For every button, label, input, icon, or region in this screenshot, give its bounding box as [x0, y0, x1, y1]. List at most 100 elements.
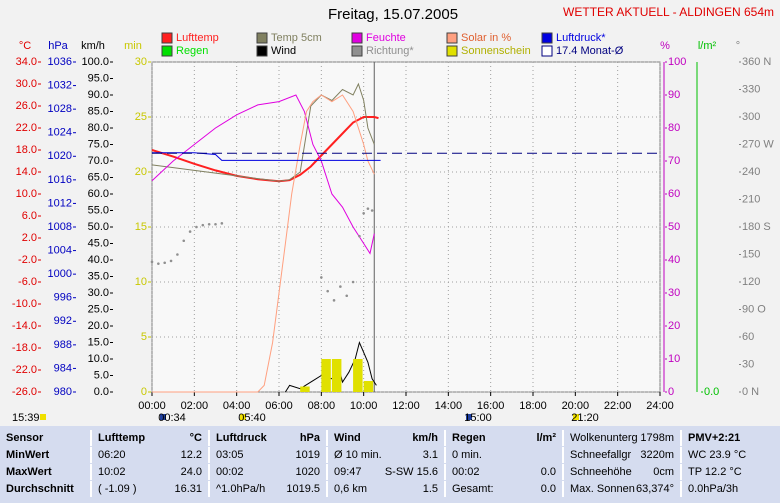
cell-text: 0.0: [540, 466, 556, 478]
cell-text: MinWert: [6, 449, 50, 461]
y-tick-label: 984: [54, 362, 72, 374]
x-tick-label: 22:00: [604, 400, 632, 412]
cell-text: 06:20: [98, 449, 126, 461]
cell-text: TP 12.2 °C: [688, 466, 742, 478]
cell-text: Lufttemp: [98, 432, 146, 444]
legend-swatch: [446, 32, 458, 44]
y-tick-label: 30: [742, 358, 754, 370]
cell-text: 00:02: [452, 466, 480, 478]
x-tick-label: 20:00: [562, 400, 590, 412]
event-icon: [160, 414, 166, 420]
direction-dot: [150, 260, 154, 264]
y-tick-label: 1036: [48, 56, 72, 68]
summary-table: Sensor Lufttemp °C Luftdruck hPa Wind km/h Rege…: [0, 426, 780, 503]
legend-swatch: [541, 45, 553, 57]
direction-dot: [332, 299, 336, 302]
cell-text: 1.5: [422, 483, 438, 495]
y-tick-label: 2.0: [22, 232, 37, 244]
cell-text: 0 min.: [452, 449, 482, 461]
cell-text: Max. Sonnen: [570, 483, 635, 495]
y-tick-label: 10.0: [88, 353, 109, 365]
cell-text: 1019: [295, 449, 320, 461]
legend-label: Luftdruck*: [556, 32, 606, 44]
y-tick-label: 25: [135, 111, 147, 123]
legend-label: Sonnenschein: [461, 45, 531, 57]
direction-dot: [320, 276, 323, 279]
y-tick-label: 1024: [48, 127, 72, 139]
cell-text: Sensor: [6, 432, 44, 444]
table-cell: 00:02 0.0: [444, 464, 562, 480]
y-tick-label: 120: [742, 276, 760, 288]
table-cell: Gesamt: 0.0: [444, 481, 562, 497]
direction-dot: [366, 207, 370, 210]
y-tick-label: 996: [54, 292, 72, 304]
y-tick-label: 80: [668, 122, 680, 134]
y-tick-label: 15: [135, 221, 147, 233]
cell-text: 09:47: [334, 466, 362, 478]
cell-text: WC 23.9 °C: [688, 449, 747, 461]
y-tick-label: 1016: [48, 174, 72, 186]
y-tick-label: 0.0: [94, 386, 109, 398]
cell-text: 0,6 km: [334, 483, 368, 495]
sunshine-bar: [321, 359, 331, 392]
sunshine-bar: [353, 359, 363, 392]
event-label: 00:34: [158, 412, 186, 424]
legend-label: Wind: [271, 45, 296, 57]
y-tick-label: 1004: [48, 244, 72, 256]
y-tick-label: 60: [742, 331, 754, 343]
table-cell: Regen l/m²: [444, 430, 562, 446]
table-cell: 00:02 1020: [208, 464, 326, 480]
cell-text: °C: [189, 432, 202, 444]
legend-label: Richtung*: [366, 45, 414, 57]
cell-text: Gesamt:: [452, 483, 494, 495]
sunshine-bar: [363, 381, 374, 392]
y-tick-label: 240: [742, 166, 760, 178]
chart-title: Freitag, 15.07.2005: [328, 6, 458, 23]
direction-dot: [182, 239, 186, 243]
table-cell: Sensor: [0, 430, 90, 446]
y-tick-label: 22.0: [16, 122, 37, 134]
y-tick-label: 10: [668, 353, 680, 365]
y-tick-label: 40: [668, 254, 680, 266]
cell-text: Durchschnitt: [6, 483, 74, 495]
cell-text: 0.0: [540, 483, 556, 495]
y-tick-label: 80.0: [88, 122, 109, 134]
cell-text: 0.0hPa/3h: [688, 483, 739, 495]
y-tick-label: 35.0: [88, 270, 109, 282]
x-tick-label: 00:00: [138, 400, 166, 412]
y-tick-label: -18.0: [12, 342, 37, 354]
y-tick-label: 1028: [48, 103, 72, 115]
axis-label: hPa: [48, 40, 68, 52]
direction-dot: [345, 294, 349, 298]
y-tick-label: 30: [668, 287, 680, 299]
y-tick-label: 100.0: [81, 56, 109, 68]
cell-text: PMV+2:21: [688, 432, 741, 444]
cell-text: 12.2: [180, 449, 202, 461]
x-tick-label: 14:00: [435, 400, 463, 412]
legend-label: Lufttemp: [176, 32, 219, 44]
table-cell: ( -1.09 ) 16.31: [90, 481, 208, 497]
event-label: 05:40: [238, 412, 266, 424]
y-tick-label: 1032: [48, 79, 72, 91]
y-tick-label: 15.0: [88, 336, 109, 348]
y-tick-label: 6.0: [22, 210, 37, 222]
cell-text: Schneehöhe: [570, 466, 632, 478]
y-tick-label: -22.0: [12, 364, 37, 376]
cell-text: 0cm: [653, 466, 674, 478]
event-label: 15:39: [12, 412, 40, 424]
y-tick-label: 5: [141, 331, 147, 343]
y-tick-label: 30.0: [16, 78, 37, 90]
event-icon: [573, 414, 579, 420]
legend-swatch: [351, 45, 363, 57]
direction-dot: [362, 211, 365, 215]
y-tick-label: 992: [54, 315, 72, 327]
sunshine-bar: [300, 386, 310, 392]
y-tick-label: 40.0: [88, 254, 109, 266]
axis-label: %: [660, 40, 670, 52]
legend-swatch: [446, 45, 458, 57]
cell-text: Wolkenunterg: [570, 432, 638, 444]
y-tick-label: 0.0: [704, 386, 719, 398]
legend-swatch: [161, 32, 173, 44]
table-cell: Durchschnitt: [0, 481, 90, 497]
